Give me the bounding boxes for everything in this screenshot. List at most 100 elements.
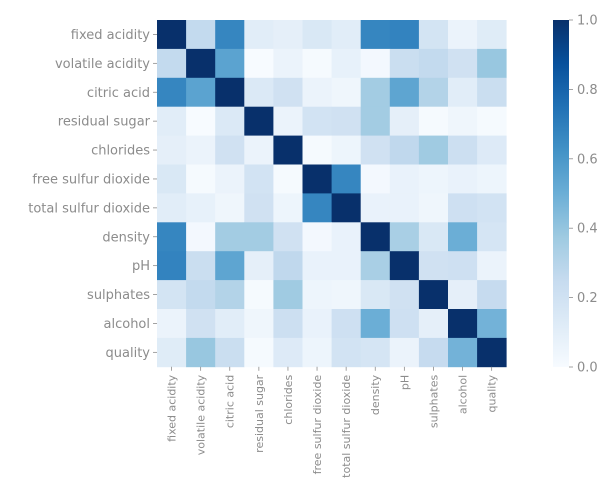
heatmap-cell bbox=[477, 193, 507, 223]
heatmap-cell bbox=[273, 337, 303, 368]
heatmap-cell bbox=[389, 309, 420, 339]
heatmap-cell bbox=[331, 193, 362, 223]
heatmap-cell bbox=[418, 77, 449, 108]
heatmap-cell bbox=[477, 135, 507, 165]
heatmap-cell bbox=[418, 164, 449, 194]
heatmap-cell bbox=[448, 337, 478, 368]
heatmap-cell bbox=[157, 193, 187, 223]
heatmap-cell bbox=[448, 77, 478, 108]
x-tick-label: free sulfur dioxide bbox=[311, 375, 324, 475]
heatmap-cell bbox=[244, 48, 274, 79]
heatmap-cell bbox=[477, 77, 507, 108]
heatmap-cell bbox=[186, 309, 216, 339]
heatmap-cell bbox=[389, 20, 420, 50]
heatmap-cell bbox=[418, 48, 449, 79]
heatmap-cell bbox=[273, 251, 303, 281]
y-tick-label: fixed acidity bbox=[71, 28, 151, 43]
heatmap-cell bbox=[273, 164, 303, 194]
x-tick-label: residual sugar bbox=[253, 374, 266, 453]
heatmap-cell bbox=[302, 309, 332, 339]
y-tick-label: residual sugar bbox=[58, 115, 151, 130]
heatmap-cell bbox=[302, 222, 332, 252]
heatmap-cell bbox=[273, 280, 303, 310]
heatmap-cell bbox=[273, 20, 303, 50]
heatmap-cell bbox=[331, 135, 362, 165]
heatmap-cell bbox=[302, 193, 332, 223]
heatmap-cell bbox=[360, 106, 391, 136]
heatmap-cell bbox=[244, 222, 274, 252]
x-tick-label: quality bbox=[486, 374, 499, 412]
y-tick-label: alcohol bbox=[104, 317, 150, 332]
heatmap-cell bbox=[215, 251, 245, 281]
heatmap-cell bbox=[302, 280, 332, 310]
heatmap-cell bbox=[302, 135, 332, 165]
heatmap-cell bbox=[331, 337, 362, 368]
heatmap-cell bbox=[302, 251, 332, 281]
heatmap-cell bbox=[244, 309, 274, 339]
heatmap-cell bbox=[360, 280, 391, 310]
colorbar-tick-label: 0.0 bbox=[577, 361, 598, 376]
colorbar-gradient bbox=[553, 20, 569, 367]
heatmap-cell bbox=[331, 309, 362, 339]
heatmap-cell bbox=[389, 337, 420, 368]
heatmap-cell bbox=[477, 251, 507, 281]
heatmap-cell bbox=[360, 135, 391, 165]
heatmap-cell bbox=[448, 48, 478, 79]
heatmap-cell bbox=[360, 164, 391, 194]
heatmap-cell bbox=[448, 193, 478, 223]
heatmap-cell bbox=[302, 164, 332, 194]
heatmap-cell bbox=[186, 48, 216, 79]
heatmap-cell bbox=[186, 337, 216, 368]
heatmap-cell bbox=[157, 20, 187, 50]
heatmap-cell bbox=[448, 309, 478, 339]
heatmap-cell bbox=[273, 48, 303, 79]
heatmap-cell bbox=[215, 337, 245, 368]
heatmap-cell bbox=[302, 48, 332, 79]
heatmap-cell bbox=[389, 164, 420, 194]
heatmap-cell bbox=[477, 48, 507, 79]
heatmap-cell bbox=[215, 20, 245, 50]
heatmap-cell bbox=[448, 280, 478, 310]
y-tick-label: chlorides bbox=[91, 144, 150, 159]
heatmap-cell bbox=[477, 20, 507, 50]
heatmap-cell bbox=[273, 309, 303, 339]
x-tick-label: alcohol bbox=[457, 375, 470, 414]
heatmap-cell bbox=[215, 280, 245, 310]
heatmap-cell bbox=[418, 222, 449, 252]
heatmap-cell bbox=[360, 222, 391, 252]
heatmap-cell bbox=[244, 251, 274, 281]
heatmap-cell bbox=[157, 164, 187, 194]
heatmap-cell bbox=[157, 222, 187, 252]
heatmap-cell bbox=[389, 77, 420, 108]
heatmap-cell bbox=[331, 20, 362, 50]
heatmap-cell bbox=[448, 251, 478, 281]
heatmap-cell bbox=[157, 337, 187, 368]
heatmap-cell bbox=[448, 222, 478, 252]
heatmap-cell bbox=[186, 193, 216, 223]
heatmap-cell bbox=[302, 337, 332, 368]
heatmap-cell bbox=[244, 135, 274, 165]
heatmap-cell bbox=[244, 337, 274, 368]
heatmap-cell bbox=[215, 222, 245, 252]
heatmap-cell bbox=[331, 106, 362, 136]
x-tick-label: fixed acidity bbox=[166, 374, 179, 442]
x-tick-label: volatile acidity bbox=[195, 374, 208, 455]
heatmap-cell bbox=[244, 20, 274, 50]
heatmap-cell bbox=[215, 77, 245, 108]
heatmap-cell bbox=[186, 20, 216, 50]
heatmap-cell bbox=[157, 309, 187, 339]
heatmap-cell bbox=[389, 135, 420, 165]
heatmap-cell bbox=[273, 77, 303, 108]
heatmap-cell bbox=[331, 280, 362, 310]
heatmap-cell bbox=[244, 280, 274, 310]
heatmap-cell bbox=[360, 337, 391, 368]
heatmap-cell bbox=[215, 309, 245, 339]
colorbar-tick-label: 0.8 bbox=[577, 83, 598, 98]
heatmap-cell bbox=[331, 251, 362, 281]
heatmap-cell bbox=[244, 77, 274, 108]
heatmap-cell bbox=[360, 251, 391, 281]
heatmap-cell bbox=[186, 106, 216, 136]
heatmap-cell bbox=[244, 193, 274, 223]
y-tick-label: citric acid bbox=[87, 86, 150, 101]
